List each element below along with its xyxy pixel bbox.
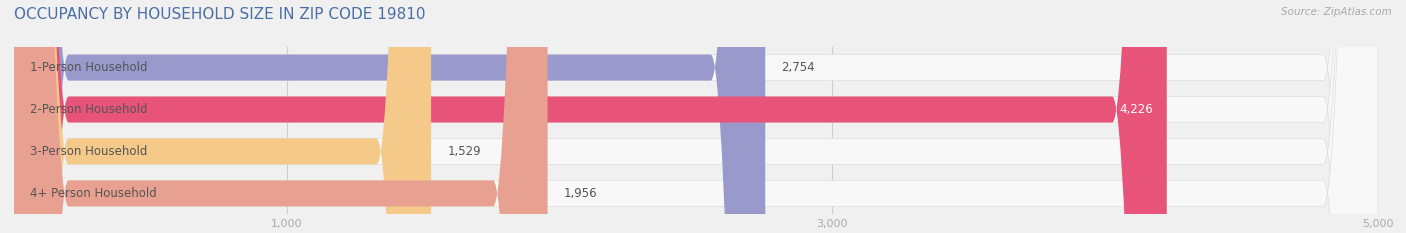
Text: 1,529: 1,529	[447, 145, 481, 158]
FancyBboxPatch shape	[14, 0, 1378, 233]
Text: 2-Person Household: 2-Person Household	[31, 103, 148, 116]
Text: 4,226: 4,226	[1119, 103, 1153, 116]
Text: 3-Person Household: 3-Person Household	[31, 145, 148, 158]
FancyBboxPatch shape	[14, 0, 1378, 233]
FancyBboxPatch shape	[14, 0, 547, 233]
FancyBboxPatch shape	[14, 0, 1378, 233]
FancyBboxPatch shape	[14, 0, 1167, 233]
FancyBboxPatch shape	[14, 0, 765, 233]
FancyBboxPatch shape	[14, 0, 432, 233]
Text: 4+ Person Household: 4+ Person Household	[31, 187, 157, 200]
Text: 2,754: 2,754	[782, 61, 815, 74]
Text: 1,956: 1,956	[564, 187, 598, 200]
Text: OCCUPANCY BY HOUSEHOLD SIZE IN ZIP CODE 19810: OCCUPANCY BY HOUSEHOLD SIZE IN ZIP CODE …	[14, 7, 426, 22]
FancyBboxPatch shape	[14, 0, 1378, 233]
Text: Source: ZipAtlas.com: Source: ZipAtlas.com	[1281, 7, 1392, 17]
Text: 1-Person Household: 1-Person Household	[31, 61, 148, 74]
